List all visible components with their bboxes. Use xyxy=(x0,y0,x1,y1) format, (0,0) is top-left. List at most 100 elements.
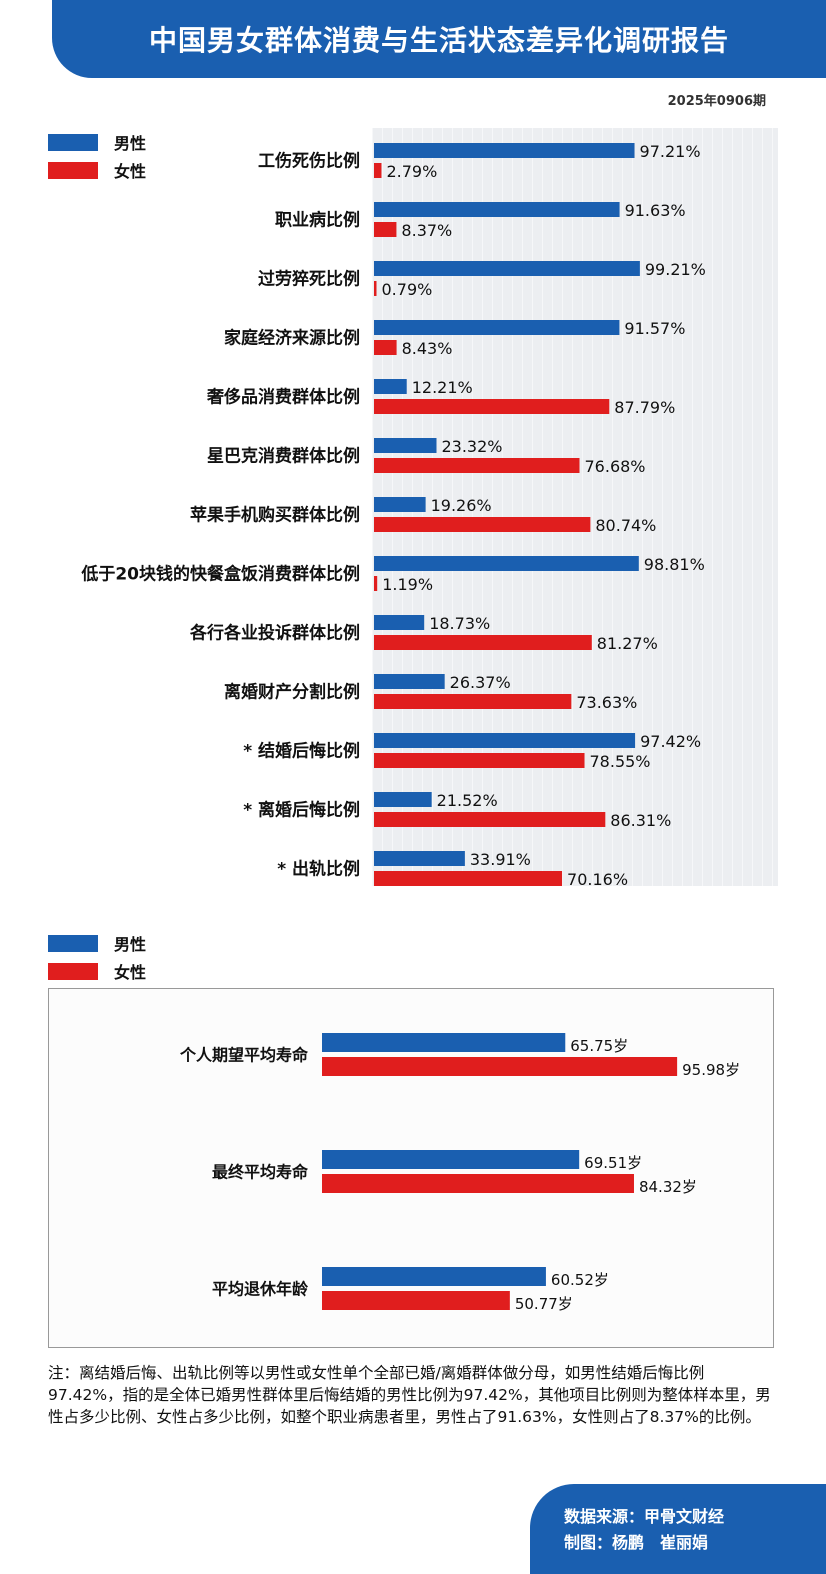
category-label: 家庭经济来源比例 xyxy=(224,328,360,349)
legend-item-male: 男性 xyxy=(48,929,146,957)
footnote: 注：离结婚后悔、出轨比例等以男性或女性单个全部已婚/离婚群体做分母，如男性结婚后… xyxy=(48,1364,771,1426)
issue-number: 2025年0906期 xyxy=(667,94,766,109)
data-label: 8.37% xyxy=(401,221,452,240)
category-label: * 离婚后悔比例 xyxy=(243,800,360,821)
bar-male xyxy=(374,438,437,453)
data-label: 2.79% xyxy=(386,162,437,181)
data-label: 80.74% xyxy=(595,516,656,535)
data-label: 0.79% xyxy=(382,280,433,299)
bar-female xyxy=(374,163,382,178)
data-label: 18.73% xyxy=(429,614,490,633)
data-label: 97.42% xyxy=(640,732,701,751)
credits-banner: 数据来源：甲骨文财经 制图：杨鹏 崔丽娟 xyxy=(530,1484,826,1574)
bar-female xyxy=(322,1057,678,1076)
data-label: 86.31% xyxy=(610,811,671,830)
category-label: * 出轨比例 xyxy=(277,859,360,880)
data-label: 33.91% xyxy=(470,850,531,869)
category-label: 奢侈品消费群体比例 xyxy=(206,387,360,408)
category-label: 苹果手机购买群体比例 xyxy=(190,505,360,526)
legend-item-female: 女性 xyxy=(48,156,146,184)
legend-label-female: 女性 xyxy=(114,963,147,982)
category-label: 过劳猝死比例 xyxy=(258,269,360,290)
legend-item-male: 男性 xyxy=(48,128,146,156)
bar-male xyxy=(374,851,465,866)
bar-female xyxy=(374,281,377,296)
bar-female xyxy=(322,1291,510,1310)
legend-label-male: 男性 xyxy=(114,935,147,954)
data-label: 21.52% xyxy=(437,791,498,810)
bar-female xyxy=(322,1174,634,1193)
data-label: 26.37% xyxy=(450,673,511,692)
bar-male xyxy=(374,556,639,571)
bar-female xyxy=(374,812,606,827)
bar-male xyxy=(374,320,620,335)
legend-swatch-female xyxy=(48,962,98,980)
category-label: 星巴克消费群体比例 xyxy=(207,446,360,467)
bar-male xyxy=(374,615,425,630)
bar-male xyxy=(374,497,426,512)
bar-male xyxy=(374,733,636,748)
report-title: 中国男女群体消费与生活状态差异化调研报告 xyxy=(148,24,729,57)
data-label: 84.32岁 xyxy=(639,1178,697,1196)
legend-top: 男性 女性 xyxy=(48,128,146,184)
bar-male xyxy=(374,792,432,807)
legend-swatch-male xyxy=(48,133,98,151)
bar-female xyxy=(374,694,572,709)
data-label: 60.52岁 xyxy=(551,1271,609,1289)
data-label: 91.63% xyxy=(625,201,686,220)
data-label: 99.21% xyxy=(645,260,706,279)
category-label: 职业病比例 xyxy=(275,210,360,231)
category-label: 最终平均寿命 xyxy=(212,1163,309,1182)
category-label: 个人期望平均寿命 xyxy=(179,1046,309,1065)
category-label: * 结婚后悔比例 xyxy=(243,741,360,762)
data-source: 数据来源：甲骨文财经 xyxy=(564,1507,725,1526)
category-label: 各行各业投诉群体比例 xyxy=(189,623,360,644)
bar-female xyxy=(374,517,591,532)
category-label: 平均退休年龄 xyxy=(212,1280,309,1299)
bar-female xyxy=(374,399,610,414)
bar-female xyxy=(374,576,378,591)
data-label: 65.75岁 xyxy=(570,1037,628,1055)
data-label: 78.55% xyxy=(590,752,651,771)
legend-swatch-male xyxy=(48,934,98,952)
data-label: 95.98岁 xyxy=(682,1061,740,1079)
bar-female xyxy=(374,635,592,650)
data-label: 1.19% xyxy=(382,575,433,594)
bar-female xyxy=(374,222,397,237)
data-label: 87.79% xyxy=(614,398,675,417)
chart-authors: 制图：杨鹏 崔丽娟 xyxy=(564,1533,709,1552)
legend-label-female: 女性 xyxy=(114,162,147,181)
bar-female xyxy=(374,753,585,768)
data-label: 8.43% xyxy=(402,339,453,358)
data-label: 23.32% xyxy=(441,437,502,456)
bar-male xyxy=(374,202,620,217)
data-label: 69.51岁 xyxy=(584,1154,642,1172)
category-label: 低于20块钱的快餐盒饭消费群体比例 xyxy=(80,564,360,585)
legend-swatch-female xyxy=(48,161,98,179)
data-label: 91.57% xyxy=(624,319,685,338)
legend-item-female: 女性 xyxy=(48,957,146,985)
data-label: 12.21% xyxy=(412,378,473,397)
data-label: 50.77岁 xyxy=(515,1295,573,1313)
data-label: 81.27% xyxy=(597,634,658,653)
bar-female xyxy=(374,871,563,886)
bar-male xyxy=(374,261,640,276)
bar-male xyxy=(322,1033,566,1052)
bar-male xyxy=(322,1150,580,1169)
bar-male xyxy=(374,674,445,689)
data-label: 70.16% xyxy=(567,870,628,889)
bar-male xyxy=(322,1267,546,1286)
data-label: 98.81% xyxy=(644,555,705,574)
bar-female xyxy=(374,340,397,355)
report-title-banner: 中国男女群体消费与生活状态差异化调研报告 xyxy=(52,0,826,78)
bar-charts: 工伤死伤比例 97.21% 2.79% 职业病比例 91.63% 8.37% 过劳猝死比例 9… xyxy=(80,142,740,1313)
data-label: 97.21% xyxy=(640,142,701,161)
bar-male xyxy=(374,143,635,158)
bar-female xyxy=(374,458,580,473)
data-label: 73.63% xyxy=(576,693,637,712)
legend-label-male: 男性 xyxy=(114,134,147,153)
category-label: 工伤死伤比例 xyxy=(258,151,360,172)
data-label: 76.68% xyxy=(585,457,646,476)
category-label: 离婚财产分割比例 xyxy=(224,682,360,703)
legend-bottom: 男性 女性 xyxy=(48,929,146,985)
